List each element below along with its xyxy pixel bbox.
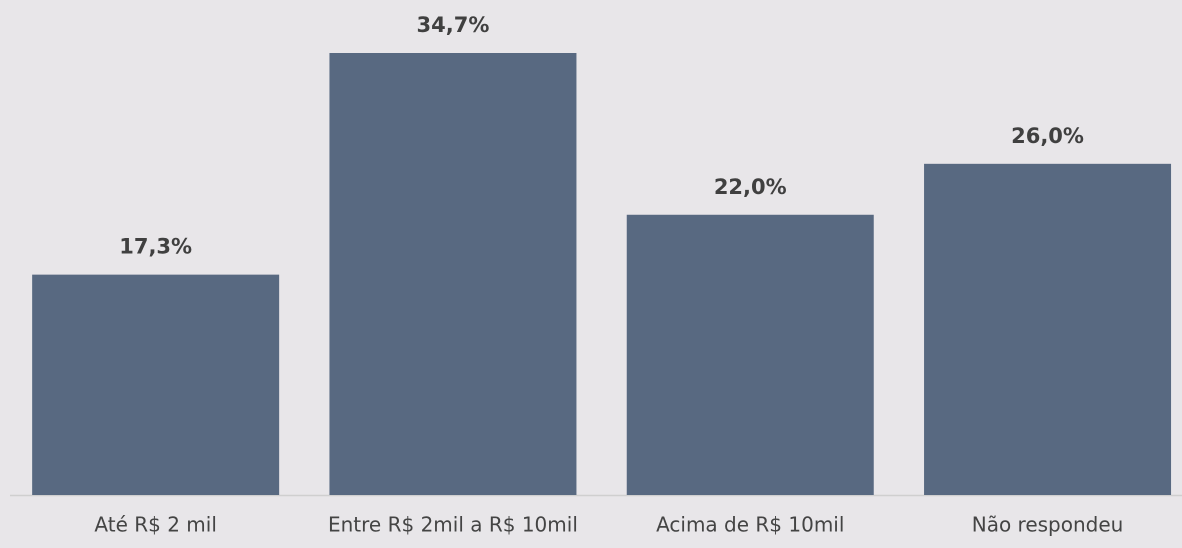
x-tick-label: Até R$ 2 mil (94, 513, 217, 537)
x-tick-label: Não respondeu (972, 513, 1124, 537)
x-tick-label: Acima de R$ 10mil (656, 513, 844, 537)
value-label: 22,0% (714, 175, 787, 199)
bar (924, 163, 1172, 495)
value-label: 34,7% (417, 13, 490, 37)
value-label: 17,3% (119, 235, 192, 259)
value-label: 26,0% (1011, 124, 1084, 148)
bar (32, 274, 280, 495)
bar (329, 53, 577, 495)
bar (626, 214, 874, 495)
x-tick-label: Entre R$ 2mil a R$ 10mil (328, 513, 578, 537)
